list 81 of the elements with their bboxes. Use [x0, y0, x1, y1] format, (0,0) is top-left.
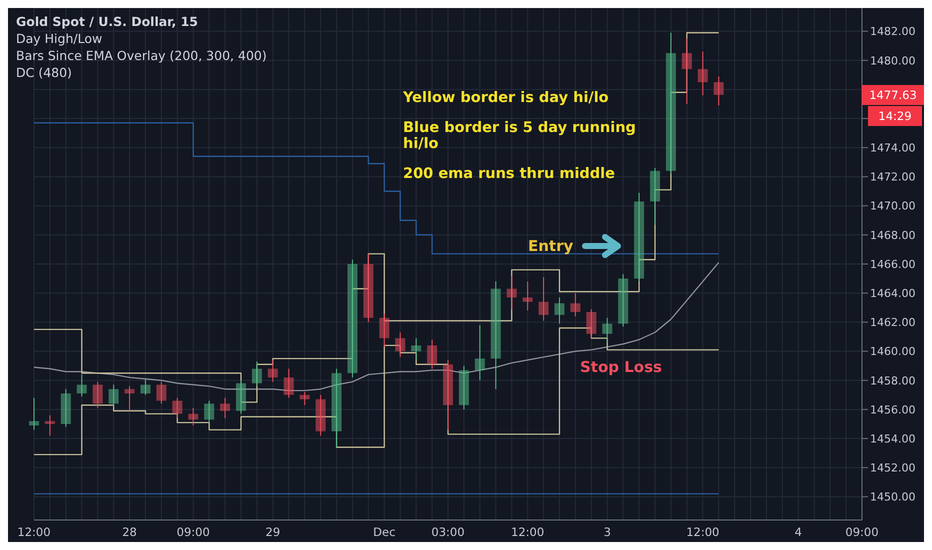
candlestick	[474, 324, 485, 381]
y-tick-label: 1460.00	[870, 345, 916, 358]
annotation: Blue border is 5 day running hi/lo	[403, 120, 637, 152]
y-tick-label: 1470.00	[870, 200, 916, 213]
candlestick	[252, 360, 262, 387]
text: 1477.63	[862, 84, 924, 105]
y-tick-label: 1472.00	[870, 170, 916, 184]
annotation: Day High/Low	[16, 30, 104, 47]
candlestick	[236, 380, 246, 414]
y-tick-label: 1452.00	[870, 462, 916, 475]
x-tick-label: 28	[122, 525, 137, 540]
candlestick	[204, 400, 214, 424]
candlestick	[586, 308, 596, 339]
x-tick-label: Dec	[373, 525, 396, 540]
y-tick-label: 1454.00	[870, 432, 916, 446]
x-tick-label: 03:00	[431, 525, 465, 540]
candlestick	[60, 388, 71, 428]
x-tick-label: 12:00	[17, 525, 51, 540]
x-tick-label: 12:00	[686, 525, 720, 540]
candlestick	[188, 408, 198, 426]
y-tick-label: 1466.00	[870, 258, 916, 271]
x-tick-label: 29	[266, 525, 280, 540]
candlestick	[458, 365, 469, 410]
candlestick	[682, 38, 692, 104]
y-tick-label: 1456.00	[870, 403, 916, 416]
candlestick	[108, 384, 119, 408]
candlestick	[44, 414, 55, 436]
candlestick	[650, 168, 660, 226]
candlestick	[411, 338, 422, 360]
x-tick-label: 09:00	[176, 525, 210, 540]
x-tick-label: 3	[604, 525, 611, 540]
candlestick	[714, 76, 724, 106]
y-tick-label: 1480.00	[870, 54, 916, 68]
candlestick	[124, 386, 135, 412]
candlestick	[506, 275, 517, 310]
text: 14:29	[868, 106, 922, 126]
y-tick-label: 1464.00	[870, 286, 916, 300]
annotation: DC (480)	[16, 64, 73, 81]
annotation: Bars Since EMA Overlay (200, 300, 400)	[16, 47, 267, 64]
y-tick-label: 1482.00	[870, 25, 916, 38]
candlestick	[443, 360, 453, 430]
candlestick	[427, 339, 438, 370]
candlestick	[618, 274, 628, 328]
candlestick	[347, 259, 358, 378]
candlestick	[300, 392, 310, 406]
text: Gold Spot / U.S. Dollar, 15	[16, 13, 200, 30]
candlestick	[29, 397, 39, 430]
candlestick	[332, 368, 342, 448]
candlestick	[172, 397, 182, 419]
candlestick	[554, 296, 564, 324]
candlestick	[363, 253, 374, 323]
candlestick	[698, 51, 708, 96]
candlestick	[602, 317, 612, 344]
y-tick-label: 1458.00	[870, 374, 916, 388]
candlestick	[284, 368, 294, 398]
annotation: Stop Loss	[580, 358, 662, 376]
candlestick	[570, 292, 580, 317]
candlestick	[156, 381, 166, 404]
candlestick	[92, 381, 103, 408]
x-tick-label: 4	[794, 525, 802, 540]
candlestick	[76, 374, 87, 397]
annotation: 200 ema runs thru middle	[403, 166, 616, 182]
y-tick-label: 1474.00	[870, 142, 916, 155]
candlestick	[538, 276, 549, 322]
candlestick	[140, 378, 150, 396]
annotation: Yellow border is day hi/lo	[403, 90, 610, 106]
candlestick	[316, 394, 326, 436]
y-tick-label: 1450.00	[870, 490, 916, 504]
candlestick	[490, 280, 501, 390]
candlestick	[379, 312, 390, 348]
x-tick-label: 12:00	[511, 525, 544, 540]
y-tick-label: 1468.00	[870, 228, 916, 242]
y-tick-label: 1462.00	[870, 316, 916, 330]
x-tick-label: 09:00	[845, 525, 879, 540]
candlestick	[220, 397, 230, 419]
candlestick	[666, 32, 676, 174]
candlestick	[522, 280, 533, 312]
candlestick	[268, 360, 278, 382]
candlestick	[395, 332, 406, 358]
annotation: Entry	[528, 237, 574, 255]
candlestick	[634, 192, 644, 282]
